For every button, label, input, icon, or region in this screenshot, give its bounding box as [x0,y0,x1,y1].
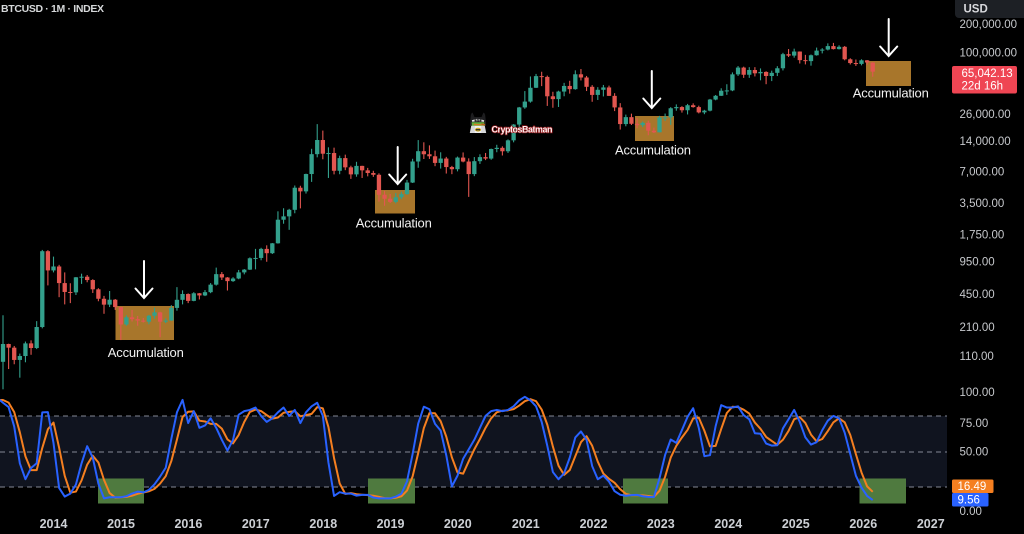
svg-text:2018: 2018 [309,517,337,531]
svg-text:Accumulation: Accumulation [853,86,929,101]
svg-text:2021: 2021 [512,517,540,531]
svg-text:2022: 2022 [580,517,608,531]
svg-text:100.00: 100.00 [960,387,995,399]
svg-text:110.00: 110.00 [960,351,994,363]
svg-text:2019: 2019 [377,517,405,531]
svg-text:75.00: 75.00 [960,418,989,430]
svg-text:CryptosBatman: CryptosBatman [492,125,553,135]
svg-text:22d 16h: 22d 16h [962,81,1004,93]
svg-text:2023: 2023 [647,517,675,531]
svg-text:3,500.00: 3,500.00 [960,198,1005,210]
svg-text:26,000.00: 26,000.00 [960,109,1011,121]
svg-text:Accumulation: Accumulation [108,345,184,360]
svg-text:Accumulation: Accumulation [615,143,691,158]
svg-text:2020: 2020 [444,517,472,531]
svg-text:9.56: 9.56 [958,495,980,507]
svg-text:100,000.00: 100,000.00 [960,48,1018,60]
svg-text:7,000.00: 7,000.00 [960,167,1005,179]
svg-text:USD: USD [964,4,988,16]
svg-text:2025: 2025 [782,517,810,531]
svg-text:210.00: 210.00 [960,322,995,334]
svg-text:2017: 2017 [242,517,270,531]
svg-text:200,000.00: 200,000.00 [960,19,1018,31]
svg-text:50.00: 50.00 [960,447,989,459]
svg-text:450.00: 450.00 [960,289,995,301]
svg-text:2027: 2027 [917,517,945,531]
svg-text:0.00: 0.00 [960,506,982,518]
svg-text:2014: 2014 [40,517,68,531]
svg-text:2015: 2015 [107,517,135,531]
svg-text:14,000.00: 14,000.00 [960,136,1011,148]
svg-text:950.00: 950.00 [960,257,995,269]
svg-text:BTCUSD · 1M · INDEX: BTCUSD · 1M · INDEX [1,3,104,15]
svg-text:Accumulation: Accumulation [356,216,432,231]
svg-text:16.49: 16.49 [958,481,987,493]
svg-text:65,042.13: 65,042.13 [962,68,1013,80]
svg-text:2026: 2026 [849,517,877,531]
svg-text:1,750.00: 1,750.00 [960,230,1005,242]
svg-text:2024: 2024 [714,517,742,531]
svg-text:2016: 2016 [174,517,202,531]
